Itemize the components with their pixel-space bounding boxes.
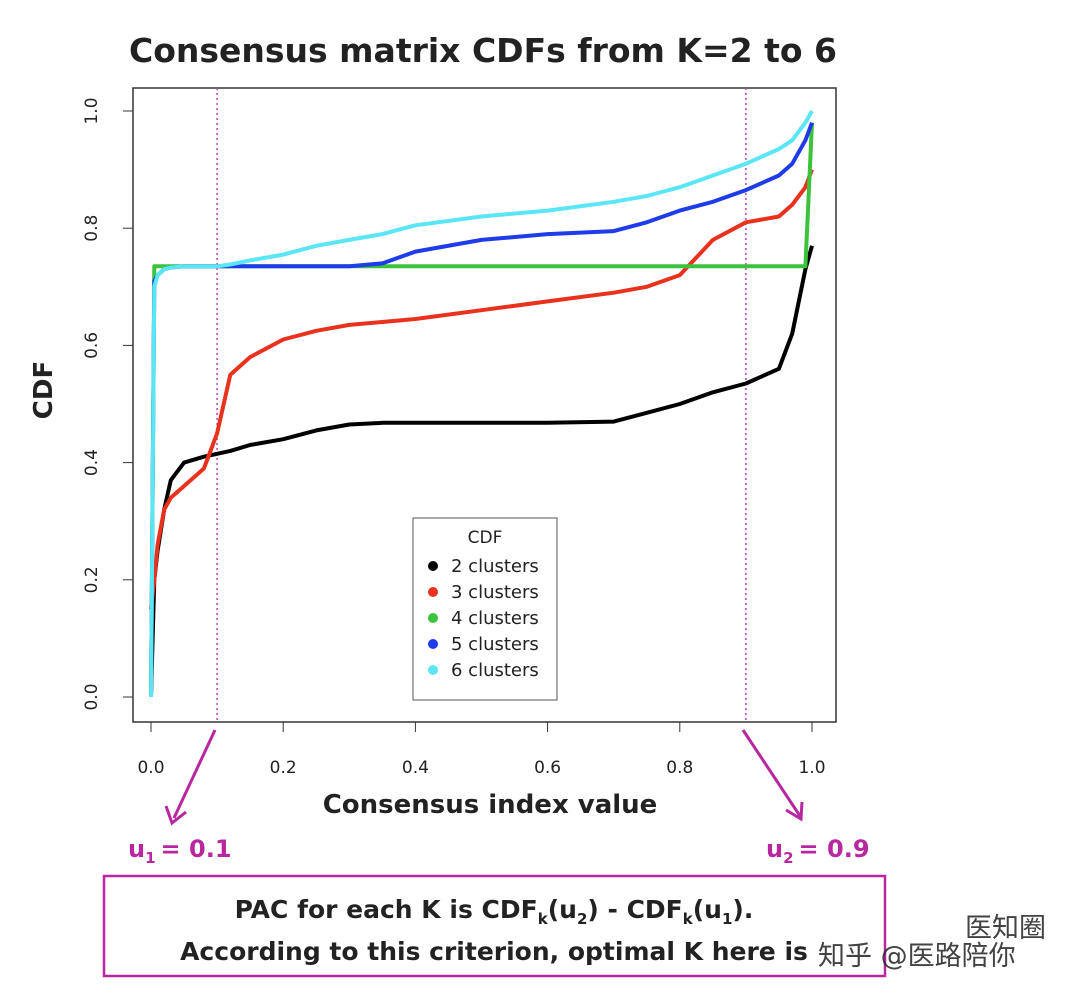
marker-value: = 0.1 <box>161 835 232 863</box>
note-sub: k <box>538 910 549 928</box>
watermark: 知乎 @医路陪你 <box>818 941 1016 972</box>
note-text: ) - CDF <box>587 895 682 924</box>
legend-dot <box>428 561 438 571</box>
marker-var: u <box>128 835 145 863</box>
marker-value: = 0.9 <box>799 835 870 863</box>
note-line: PAC for each K is CDFk(u2) - CDFk(u1). <box>235 895 754 928</box>
note-text: According to this criterion, optimal K h… <box>180 937 808 966</box>
note-text: PAC for each K is CDF <box>235 895 538 924</box>
marker-sub: 1 <box>145 849 155 867</box>
legend-title: CDF <box>468 528 503 548</box>
note-sub: 1 <box>722 910 732 928</box>
x-tick-label: 0.8 <box>666 758 693 778</box>
series-line <box>149 245 814 698</box>
x-tick-label: 0.2 <box>270 758 297 778</box>
note-sub: 2 <box>577 910 587 928</box>
series-line <box>149 168 814 610</box>
legend-dot <box>428 613 438 623</box>
marker-label: u2 = 0.9 <box>766 835 870 867</box>
x-axis-title: Consensus index value <box>323 790 658 820</box>
note-line: According to this criterion, optimal K h… <box>180 937 808 966</box>
y-tick-label: 0.6 <box>82 332 102 359</box>
marker-label: u1 = 0.1 <box>128 835 232 867</box>
note-text: (u <box>548 895 577 924</box>
note-sub: k <box>683 910 694 928</box>
y-tick-label: 0.2 <box>82 566 102 593</box>
plot-frame <box>132 87 837 723</box>
marker-var: u <box>766 835 783 863</box>
x-tick-label: 1.0 <box>798 758 825 778</box>
legend-dot <box>428 587 438 597</box>
note-text: (u <box>693 895 722 924</box>
y-tick-label: 0.8 <box>82 215 102 242</box>
y-tick-label: 0.0 <box>82 683 102 710</box>
legend-dot <box>428 665 438 675</box>
series-line <box>149 110 814 698</box>
y-axis-title: CDF <box>29 361 59 419</box>
y-tick-label: 0.4 <box>82 449 102 476</box>
note-text: ). <box>732 895 753 924</box>
watermark: 医知圈 <box>965 913 1046 944</box>
arrow-head <box>164 805 187 826</box>
y-tick-label: 1.0 <box>82 97 102 124</box>
legend-label: 4 clusters <box>451 608 539 629</box>
legend-label: 6 clusters <box>451 660 539 681</box>
legend-label: 2 clusters <box>451 556 539 577</box>
note-box <box>102 874 887 978</box>
arrow-head <box>785 801 804 822</box>
legend-dot <box>428 639 438 649</box>
legend-label: 5 clusters <box>451 634 539 655</box>
x-tick-label: 0.0 <box>137 758 164 778</box>
arrow <box>741 729 802 817</box>
x-tick-label: 0.4 <box>402 758 429 778</box>
chart-title: Consensus matrix CDFs from K=2 to 6 <box>129 31 837 70</box>
x-tick-label: 0.6 <box>534 758 561 778</box>
legend-label: 3 clusters <box>451 582 539 603</box>
marker-sub: 2 <box>783 849 793 867</box>
arrow <box>172 729 217 819</box>
